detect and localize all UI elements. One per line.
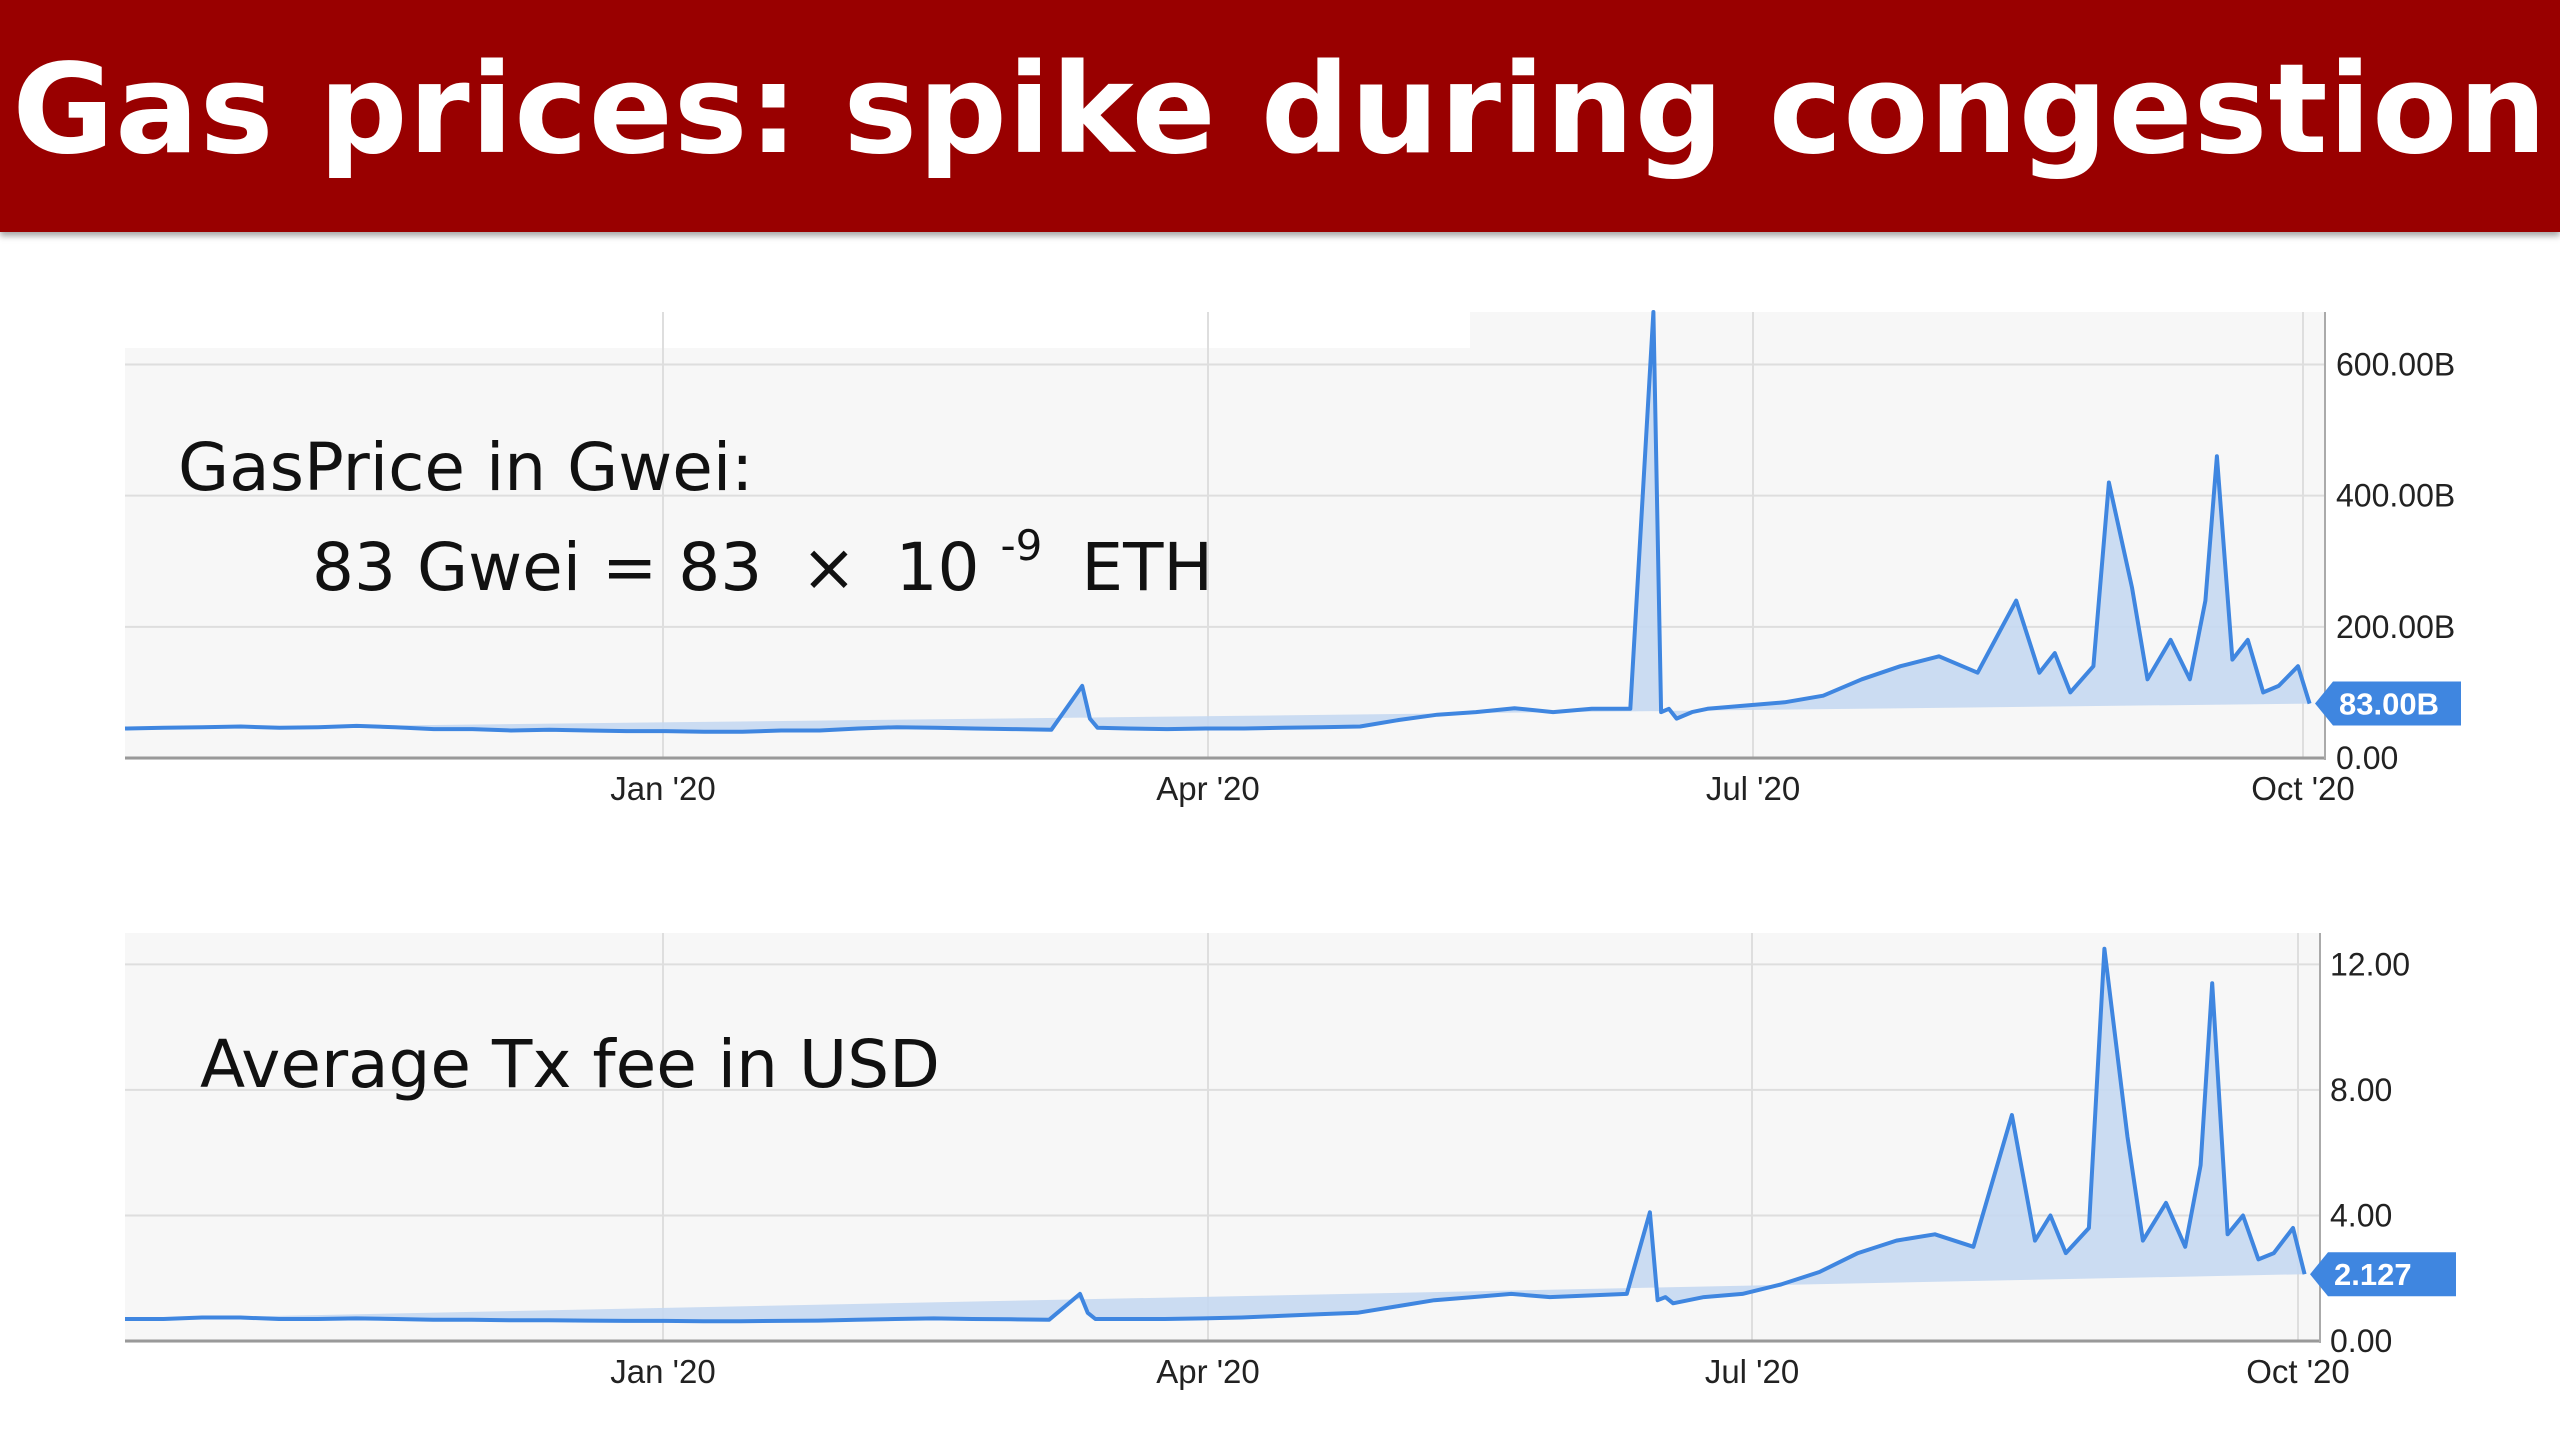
badge-shape <box>2315 681 2461 726</box>
current-value-badge: 2.127 <box>2310 1252 2456 1297</box>
x-tick-label: Jul '20 <box>1705 1353 1799 1390</box>
y-tick-label: 12.00 <box>2330 946 2410 982</box>
equation-unit: ETH <box>1081 529 1213 606</box>
x-tick-label: Oct '20 <box>2251 770 2355 807</box>
plot-notch <box>125 312 1470 348</box>
gas-price-chart: 0.00 200.00B 400.00B 600.00B Jan '20 Apr '20… <box>124 310 2461 807</box>
title-bar: Gas prices: spike during congestion <box>0 0 2560 232</box>
y-ticks: 0.00 4.00 8.00 12.00 <box>2330 946 2410 1359</box>
y-tick-label: 0.00 <box>2336 740 2398 776</box>
equation-base: 10 <box>896 529 980 606</box>
x-ticks: Jan '20 Apr '20 Jul '20 Oct '20 <box>610 770 2354 807</box>
x-tick-label: Apr '20 <box>1156 770 1260 807</box>
y-tick-label: 200.00B <box>2336 609 2455 645</box>
y-tick-label: 400.00B <box>2336 478 2455 514</box>
series-area <box>125 312 2310 732</box>
y-ticks: 0.00 200.00B 400.00B 600.00B <box>2336 346 2455 776</box>
y-tick-label: 600.00B <box>2336 346 2455 382</box>
x-tick-label: Oct '20 <box>2246 1353 2350 1390</box>
x-tick-label: Jul '20 <box>1706 770 1800 807</box>
x-tick-label: Apr '20 <box>1156 1353 1260 1390</box>
equation-lhs: 83 Gwei = 83 <box>312 529 762 606</box>
plot-background <box>125 933 2320 1343</box>
y-tick-label: 4.00 <box>2330 1197 2392 1233</box>
x-ticks: Jan '20 Apr '20 Jul '20 Oct '20 <box>610 1353 2349 1390</box>
equation-exponent: -9 <box>1001 521 1043 570</box>
fee-annotation-title: Average Tx fee in USD <box>200 1026 940 1103</box>
y-tick-label: 0.00 <box>2330 1323 2392 1359</box>
badge-label: 83.00B <box>2339 687 2439 722</box>
gas-annotation-title: GasPrice in Gwei: <box>178 429 753 506</box>
series-line <box>125 946 2307 1324</box>
badge-label: 2.127 <box>2334 1257 2412 1292</box>
series <box>125 946 2307 1324</box>
badge-shape <box>2310 1252 2456 1297</box>
grid-lines <box>125 933 2320 1341</box>
x-tick-label: Jan '20 <box>610 770 715 807</box>
equation-times: × <box>801 529 856 606</box>
slide-title: Gas prices: spike during congestion <box>12 38 2548 182</box>
series <box>124 310 2312 734</box>
y-tick-label: 8.00 <box>2330 1072 2392 1108</box>
avg-tx-fee-chart: 0.00 4.00 8.00 12.00 Jan '20 Apr '20 Jul '20 O… <box>125 933 2456 1390</box>
x-tick-label: Jan '20 <box>610 1353 715 1390</box>
series-line <box>124 310 2312 734</box>
current-value-badge: 83.00B <box>2315 681 2461 726</box>
gas-annotation-equation: 83 Gwei = 83 × 10 -9 ETH <box>312 499 1213 606</box>
